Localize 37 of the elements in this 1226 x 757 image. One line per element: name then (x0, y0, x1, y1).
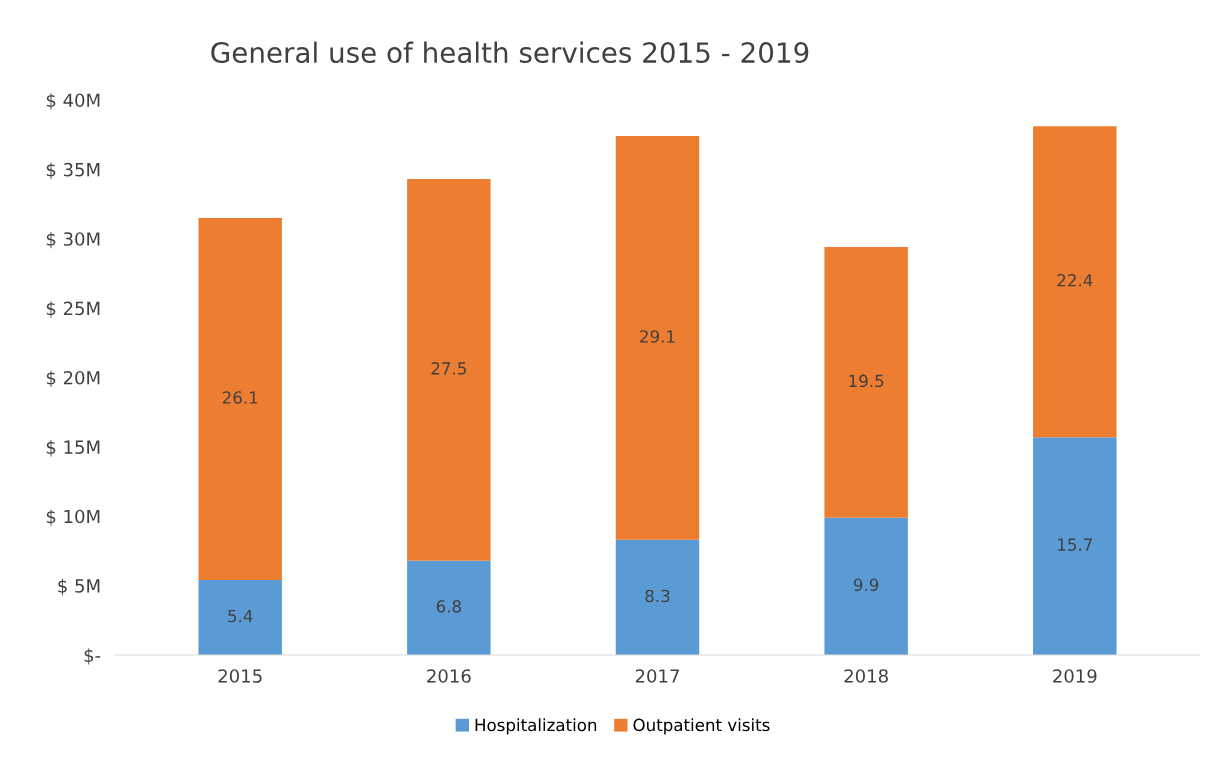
bar (615, 539, 700, 655)
y-tick-label: $ 25M (46, 301, 100, 318)
bar (407, 179, 491, 561)
data-label: 26.1 (222, 391, 258, 404)
bar (824, 517, 908, 655)
bar (615, 136, 700, 540)
data-label: 15.7 (1058, 538, 1092, 551)
bar (198, 580, 282, 655)
data-label: 6.8 (436, 600, 461, 613)
y-tick-label: $ 40M (46, 93, 100, 110)
bar (1033, 437, 1117, 655)
bar (198, 217, 282, 581)
x-tick-label: 2016 (427, 669, 471, 683)
data-label: 19.5 (849, 374, 884, 388)
data-label: 27.5 (431, 362, 466, 375)
x-tick-label: 2017 (635, 669, 679, 683)
data-label: 8.3 (645, 589, 670, 603)
y-tick-label: $ 35M (46, 162, 100, 179)
x-tick-label: 2019 (1053, 669, 1097, 683)
chart-title: General use of health services 2015 - 2019 (211, 41, 809, 64)
y-tick-label: $ 5M (58, 578, 100, 596)
data-label: 22.4 (1057, 273, 1093, 287)
data-label: 29.1 (640, 330, 675, 343)
y-tick-label: $ 15M (46, 440, 100, 457)
y-tick-label: $ 30M (46, 231, 100, 249)
y-tick-label: $ 20M (46, 370, 100, 388)
data-label: 5.4 (228, 609, 253, 623)
bar (1033, 126, 1117, 438)
x-tick-label: 2018 (844, 669, 888, 683)
y-tick-label: $ 10M (46, 509, 100, 526)
x-tick-label: 2015 (218, 669, 262, 683)
bar (824, 247, 908, 518)
legend-label: Outpatient visits (633, 718, 770, 735)
bar (407, 560, 491, 655)
legend-label: Hospitalization (475, 718, 597, 735)
y-tick-label: $- (84, 648, 101, 665)
data-label: 9.9 (853, 578, 879, 592)
